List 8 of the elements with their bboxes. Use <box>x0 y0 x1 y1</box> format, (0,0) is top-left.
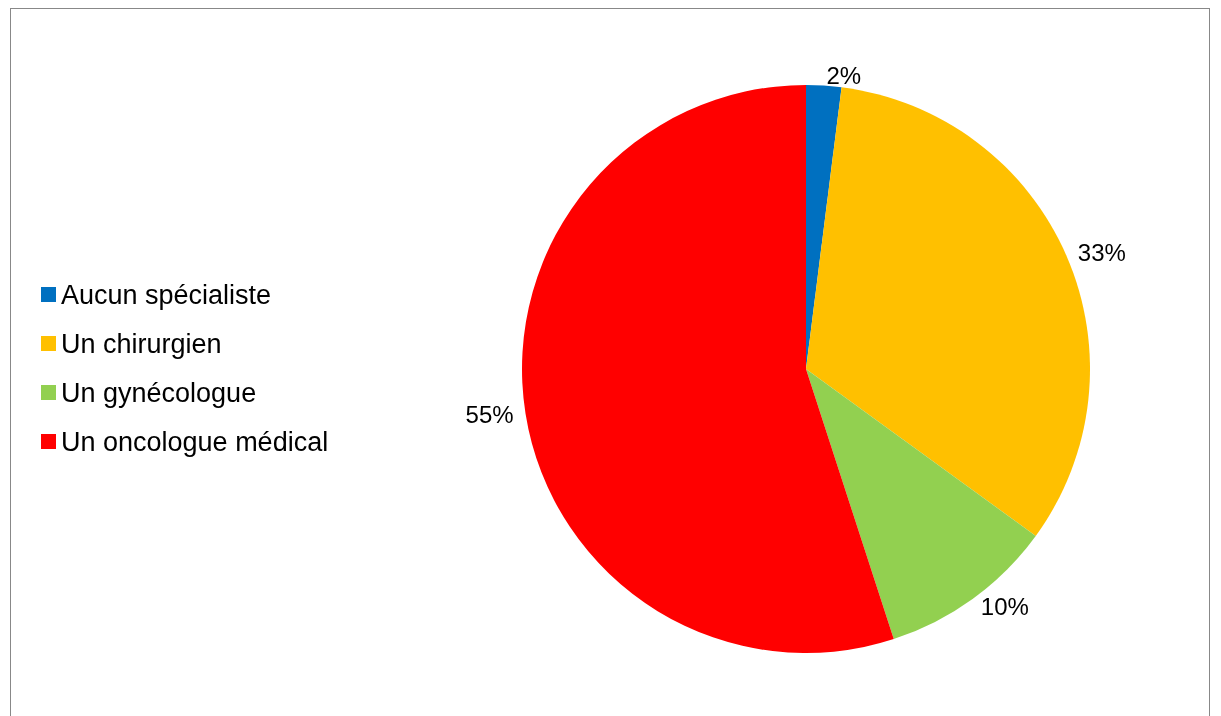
data-label: 2% <box>826 62 862 90</box>
legend-label: Un oncologue médical <box>61 426 329 457</box>
legend-label: Un chirurgien <box>61 328 222 359</box>
legend-label: Aucun spécialiste <box>61 279 272 310</box>
data-label: 33% <box>1077 238 1126 266</box>
data-label: 55% <box>465 401 514 429</box>
legend-label: Un gynécologue <box>61 377 257 408</box>
data-label: 10% <box>980 593 1029 621</box>
